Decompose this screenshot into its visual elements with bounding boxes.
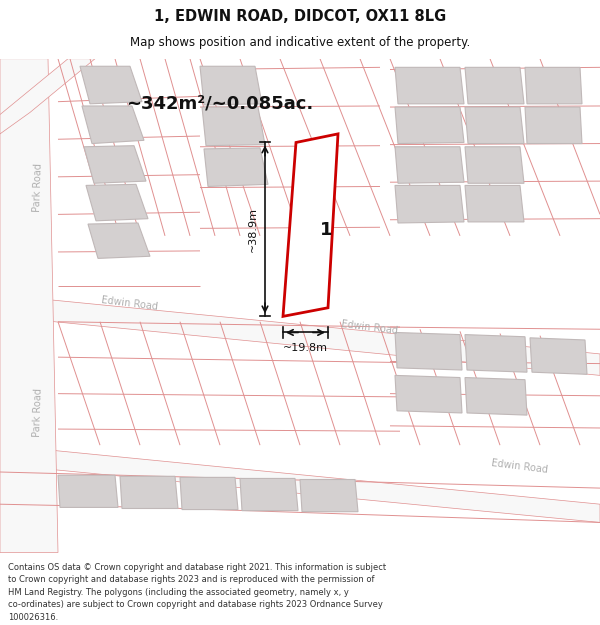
- Text: Map shows position and indicative extent of the property.: Map shows position and indicative extent…: [130, 36, 470, 49]
- Text: HM Land Registry. The polygons (including the associated geometry, namely x, y: HM Land Registry. The polygons (includin…: [8, 588, 349, 597]
- Polygon shape: [395, 147, 464, 183]
- Polygon shape: [465, 68, 524, 104]
- Polygon shape: [240, 479, 298, 511]
- Polygon shape: [80, 66, 142, 104]
- Polygon shape: [58, 475, 118, 508]
- Polygon shape: [202, 107, 265, 146]
- Polygon shape: [88, 223, 150, 258]
- Polygon shape: [395, 332, 462, 370]
- Polygon shape: [395, 186, 464, 223]
- Polygon shape: [465, 334, 527, 372]
- Polygon shape: [0, 295, 600, 376]
- Text: Contains OS data © Crown copyright and database right 2021. This information is : Contains OS data © Crown copyright and d…: [8, 562, 386, 572]
- Polygon shape: [0, 59, 58, 552]
- Polygon shape: [395, 107, 464, 144]
- Polygon shape: [120, 476, 178, 509]
- Polygon shape: [0, 445, 600, 522]
- Text: Park Road: Park Road: [32, 163, 44, 212]
- Text: 1: 1: [320, 221, 332, 239]
- Text: Park Road: Park Road: [32, 388, 44, 438]
- Polygon shape: [300, 479, 358, 512]
- Polygon shape: [525, 68, 582, 104]
- Text: Edwin Road: Edwin Road: [341, 319, 399, 336]
- Text: co-ordinates) are subject to Crown copyright and database rights 2023 Ordnance S: co-ordinates) are subject to Crown copyr…: [8, 601, 383, 609]
- Polygon shape: [0, 59, 95, 134]
- Text: to Crown copyright and database rights 2023 and is reproduced with the permissio: to Crown copyright and database rights 2…: [8, 575, 374, 584]
- Text: ~38.9m: ~38.9m: [248, 207, 258, 252]
- Polygon shape: [465, 378, 527, 415]
- Polygon shape: [283, 134, 338, 316]
- Polygon shape: [204, 148, 268, 186]
- Polygon shape: [84, 146, 146, 183]
- Polygon shape: [86, 184, 148, 221]
- Polygon shape: [395, 68, 464, 104]
- Polygon shape: [465, 186, 524, 222]
- Polygon shape: [180, 478, 238, 509]
- Text: 100026316.: 100026316.: [8, 613, 58, 622]
- Text: ~19.8m: ~19.8m: [283, 343, 328, 353]
- Text: ~342m²/~0.085ac.: ~342m²/~0.085ac.: [127, 95, 314, 113]
- Text: Edwin Road: Edwin Road: [491, 458, 549, 475]
- Polygon shape: [465, 107, 524, 144]
- Text: Edwin Road: Edwin Road: [101, 295, 159, 312]
- Polygon shape: [465, 147, 524, 183]
- Polygon shape: [530, 338, 587, 374]
- Polygon shape: [82, 106, 144, 144]
- Polygon shape: [525, 107, 582, 144]
- Polygon shape: [200, 66, 262, 105]
- Text: 1, EDWIN ROAD, DIDCOT, OX11 8LG: 1, EDWIN ROAD, DIDCOT, OX11 8LG: [154, 9, 446, 24]
- Polygon shape: [395, 376, 462, 413]
